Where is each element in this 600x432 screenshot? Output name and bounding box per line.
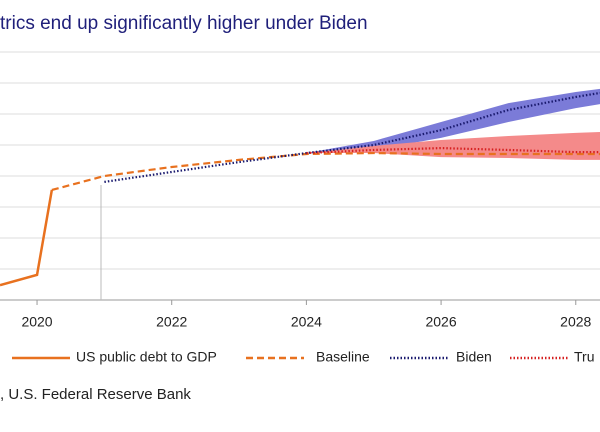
chart-title: trics end up significantly higher under … [0,13,368,34]
x-tick-label: 2026 [425,314,456,330]
legend-label: Biden [456,349,492,365]
series-line [51,151,600,192]
series-line [0,189,54,287]
range-band [306,88,600,154]
x-tick-label: 2024 [291,314,322,330]
x-tick-label: 2020 [21,314,52,330]
legend-label: Baseline [316,349,370,365]
x-tick-label: 2028 [560,314,591,330]
legend-label: US public debt to GDP [76,349,217,365]
x-tick-label: 2022 [156,314,187,330]
source-note: , U.S. Federal Reserve Bank [0,386,191,403]
legend-label: Tru [574,349,594,365]
series-line [306,146,600,155]
